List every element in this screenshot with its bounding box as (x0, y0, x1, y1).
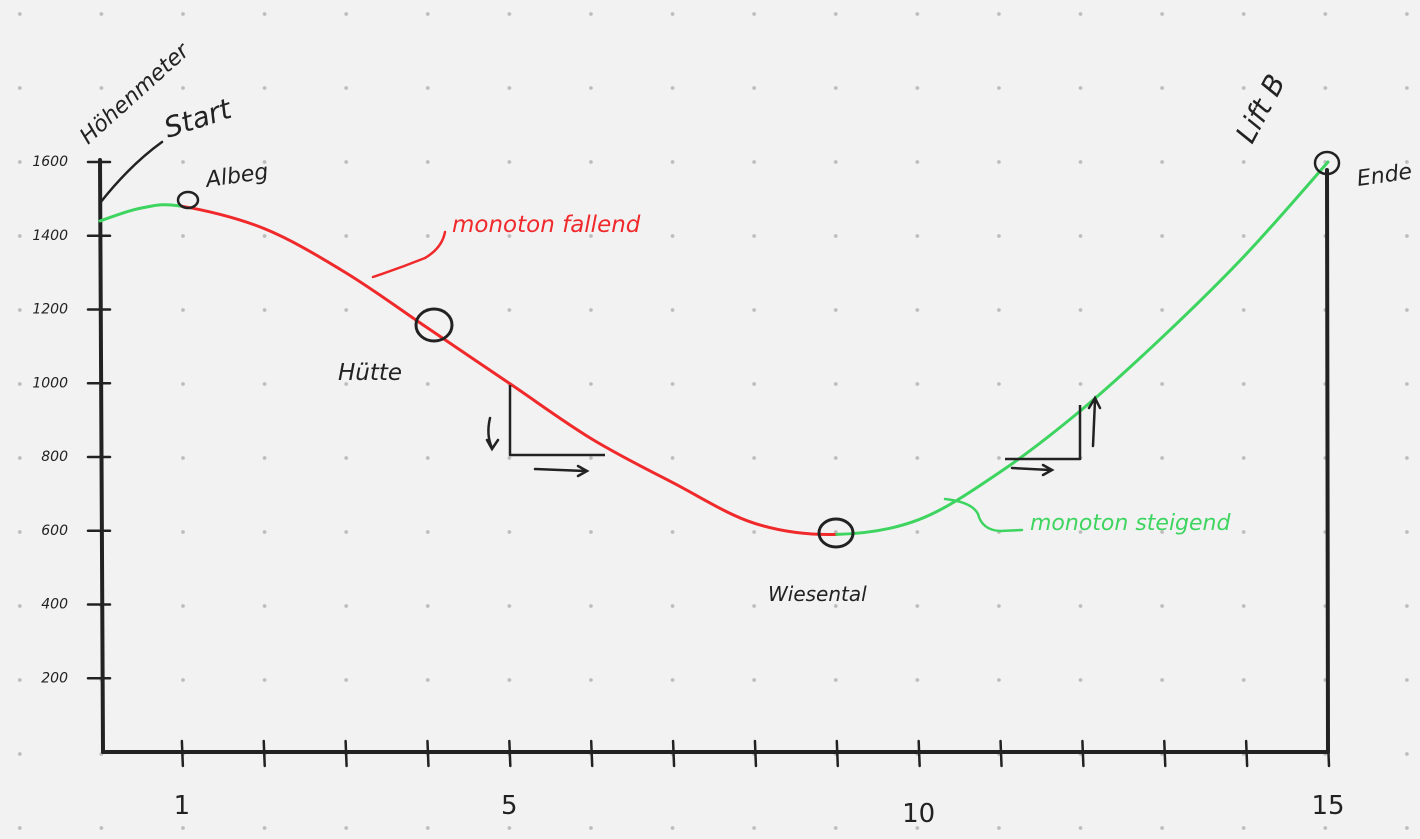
x-ticks (180, 739, 1331, 768)
huette-label: Hütte (338, 360, 402, 386)
x-tick-mark (917, 739, 921, 768)
start-label: Start (160, 92, 236, 145)
start-segment-line (98, 203, 184, 223)
rising-label: monoton steigend (1030, 511, 1231, 536)
albeg-label: Albeg (202, 159, 270, 193)
y-tick-label: 1400 (32, 228, 68, 244)
x-tick-labels: 1 5 10 15 (174, 791, 1345, 829)
albeg-marker (176, 190, 200, 210)
right-arrow-icon (1010, 463, 1055, 477)
y-tick-label: 800 (41, 449, 68, 465)
y-tick-labels: 200 400 600 800 1000 1200 1400 1600 (32, 154, 68, 686)
x-tick-label: 1 (174, 791, 191, 821)
start-pointer-line (98, 140, 164, 205)
rising-pointer-line (943, 497, 1024, 533)
up-arrow-icon (1087, 395, 1102, 448)
x-tick-label: 5 (501, 791, 518, 821)
y-tick-label: 200 (41, 670, 68, 686)
y-tick-label: 1600 (32, 154, 68, 170)
y-ticks (86, 160, 112, 680)
x-tick-mark (344, 739, 348, 768)
x-tick-mark (508, 739, 512, 768)
x-tick-mark (1244, 739, 1249, 768)
ascending-segment-line (835, 160, 1330, 536)
x-tick-mark (1081, 739, 1085, 768)
x-tick-mark (262, 739, 266, 768)
lift-b-label: Lift B (1229, 69, 1292, 148)
x-tick-mark (1326, 739, 1331, 768)
x-tick-label: 15 (1311, 791, 1344, 821)
y-tick-label: 400 (41, 597, 68, 613)
right-arrow-icon (533, 464, 590, 478)
wiesental-marker (817, 517, 855, 549)
falling-label: monoton fallend (452, 212, 641, 238)
x-tick-mark (671, 739, 676, 768)
x-tick-mark (426, 739, 430, 768)
down-arrow-icon (485, 416, 500, 452)
y-tick-label: 1200 (32, 302, 68, 318)
x-tick-mark (835, 739, 840, 768)
falling-pointer-line (371, 230, 447, 279)
right-boundary-line (1325, 168, 1330, 754)
huette-marker (414, 307, 454, 343)
x-tick-label: 10 (902, 799, 935, 829)
lift-b-marker (1313, 150, 1341, 176)
x-tick-mark (589, 739, 594, 768)
y-tick-label: 600 (41, 523, 68, 539)
descending-segment-line (180, 204, 839, 536)
x-tick-mark (999, 739, 1003, 768)
descending-slope-triangle (508, 385, 605, 457)
end-label: Ende (1355, 159, 1413, 191)
x-tick-mark (1163, 739, 1167, 768)
ascending-slope-triangle (1005, 405, 1082, 461)
x-tick-mark (180, 739, 185, 768)
wiesental-label: Wiesental (768, 582, 867, 606)
y-tick-label: 1000 (32, 375, 68, 391)
x-tick-mark (753, 739, 758, 768)
